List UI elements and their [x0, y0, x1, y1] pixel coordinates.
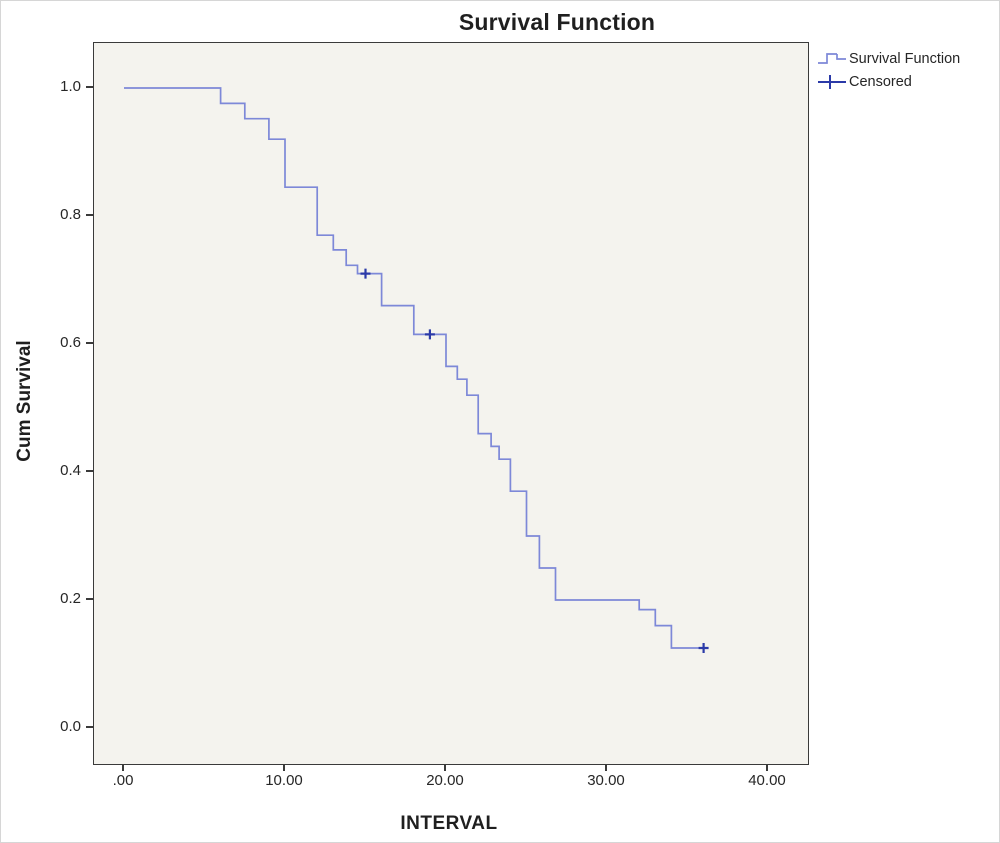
censored-marker — [360, 268, 371, 279]
y-tick-label: 0.6 — [60, 334, 81, 351]
x-tick-mark — [122, 764, 124, 771]
censored-marker — [698, 643, 709, 653]
y-tick-mark — [86, 598, 93, 600]
plot-area — [93, 42, 809, 765]
x-tick-mark — [766, 764, 768, 771]
censored-plus-icon — [818, 75, 846, 89]
x-tick-mark — [444, 764, 446, 771]
x-tick-label: 40.00 — [748, 772, 786, 789]
survival-step-curve — [124, 87, 709, 649]
y-tick-mark — [86, 214, 93, 216]
legend-item-censored: Censored — [817, 70, 999, 93]
legend-label-survival-function: Survival Function — [849, 50, 961, 67]
y-tick-mark — [86, 470, 93, 472]
x-tick-mark — [605, 764, 607, 771]
x-tick-label: 20.00 — [426, 772, 464, 789]
legend-item-survival-function: Survival Function — [817, 47, 999, 70]
chart-title: Survival Function — [458, 9, 656, 35]
x-tick-label: 30.00 — [587, 772, 625, 789]
x-tick-label: 10.00 — [265, 772, 303, 789]
y-axis-title: Cum Survival — [14, 340, 35, 462]
survival-curve-canvas — [124, 87, 709, 653]
legend: Survival Function Censored — [817, 47, 999, 93]
step-line-icon — [818, 53, 846, 64]
y-tick-label: 0.0 — [60, 718, 81, 735]
x-tick-mark — [283, 764, 285, 771]
x-axis-title: INTERVAL — [400, 813, 498, 834]
y-tick-mark — [86, 86, 93, 88]
y-tick-label: 0.4 — [60, 462, 81, 479]
y-tick-label: 0.2 — [60, 590, 81, 607]
y-tick-mark — [86, 726, 93, 728]
x-tick-label: .00 — [112, 772, 134, 789]
y-tick-label: 1.0 — [60, 78, 81, 95]
y-tick-mark — [86, 342, 93, 344]
y-tick-label: 0.8 — [60, 206, 81, 223]
legend-label-censored: Censored — [849, 73, 912, 90]
censored-marker — [424, 329, 435, 340]
